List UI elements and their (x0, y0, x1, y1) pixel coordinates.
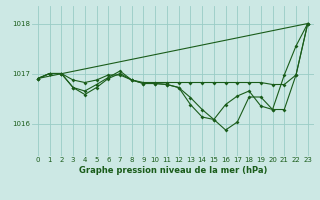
X-axis label: Graphe pression niveau de la mer (hPa): Graphe pression niveau de la mer (hPa) (79, 166, 267, 175)
